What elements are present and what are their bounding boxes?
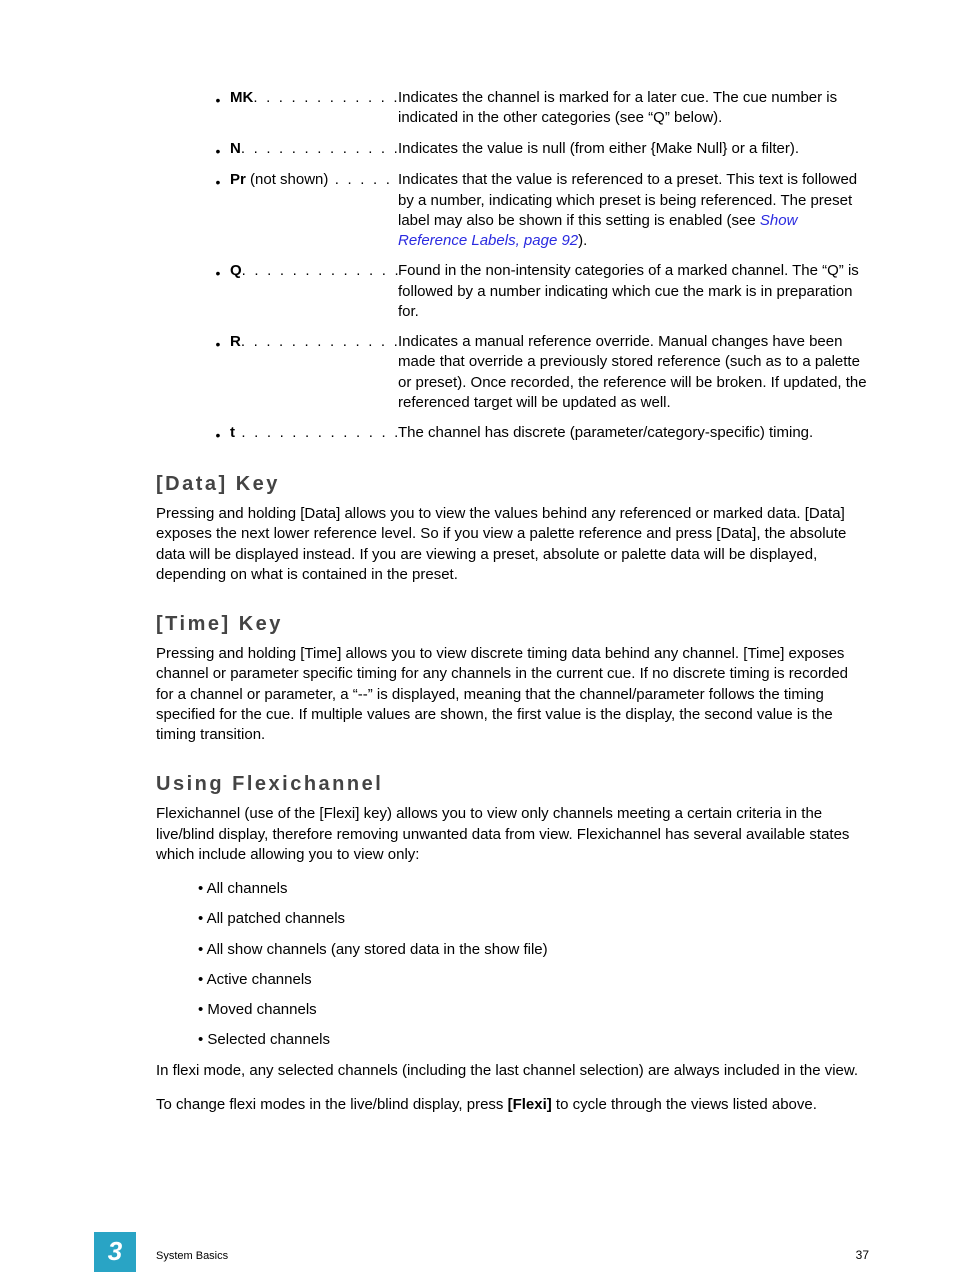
chapter-number-badge: 3 bbox=[94, 1232, 136, 1272]
bullet-icon: • bbox=[206, 332, 230, 354]
bullet-icon: • bbox=[206, 88, 230, 110]
def-text: Indicates that the value is referenced t… bbox=[398, 170, 869, 251]
footer-section-title: System Basics bbox=[156, 1250, 228, 1262]
def-item-q: • Q. . . . . . . . . . . . . . . Found i… bbox=[206, 261, 869, 322]
def-term: MK. . . . . . . . . . . . . bbox=[230, 88, 398, 108]
list-item: All patched channels bbox=[198, 909, 869, 929]
def-item-r: • R. . . . . . . . . . . . . . . Indicat… bbox=[206, 332, 869, 413]
def-term: Pr (not shown) . . . . . bbox=[230, 170, 398, 190]
def-text: Indicates a manual reference override. M… bbox=[398, 332, 869, 413]
bullet-icon: • bbox=[206, 423, 230, 445]
def-text: Indicates the channel is marked for a la… bbox=[398, 88, 869, 129]
list-item: All channels bbox=[198, 879, 869, 899]
def-term: Q. . . . . . . . . . . . . . . bbox=[230, 261, 398, 281]
bullet-icon: • bbox=[206, 139, 230, 161]
bullet-icon: • bbox=[206, 261, 230, 283]
def-item-pr: • Pr (not shown) . . . . . Indicates tha… bbox=[206, 170, 869, 251]
flexi-list: All channels All patched channels All sh… bbox=[198, 879, 869, 1051]
paragraph: Pressing and holding [Data] allows you t… bbox=[156, 504, 869, 585]
paragraph: Pressing and holding [Time] allows you t… bbox=[156, 644, 869, 745]
def-text: The channel has discrete (parameter/cate… bbox=[398, 423, 869, 443]
paragraph: To change flexi modes in the live/blind … bbox=[156, 1095, 869, 1115]
page-content: • MK. . . . . . . . . . . . . Indicates … bbox=[0, 0, 954, 1115]
page-footer: 3 System Basics 37 bbox=[0, 1222, 954, 1272]
paragraph: Flexichannel (use of the [Flexi] key) al… bbox=[156, 804, 869, 865]
paragraph: In flexi mode, any selected channels (in… bbox=[156, 1061, 869, 1081]
list-item: Moved channels bbox=[198, 1000, 869, 1020]
def-term: t . . . . . . . . . . . . . . . bbox=[230, 423, 398, 443]
def-term: N. . . . . . . . . . . . . . . bbox=[230, 139, 398, 159]
bullet-icon: • bbox=[206, 170, 230, 192]
list-item: Selected channels bbox=[198, 1030, 869, 1050]
heading-flexichannel: Using Flexichannel bbox=[156, 773, 869, 796]
heading-time-key: [Time] Key bbox=[156, 613, 869, 636]
list-item: All show channels (any stored data in th… bbox=[198, 940, 869, 960]
def-item-mk: • MK. . . . . . . . . . . . . Indicates … bbox=[206, 88, 869, 129]
list-item: Active channels bbox=[198, 970, 869, 990]
footer-page-number: 37 bbox=[856, 1248, 869, 1262]
definition-list: • MK. . . . . . . . . . . . . Indicates … bbox=[206, 88, 869, 445]
def-text: Indicates the value is null (from either… bbox=[398, 139, 869, 159]
def-text: Found in the non-intensity categories of… bbox=[398, 261, 869, 322]
def-item-t: • t . . . . . . . . . . . . . . . The ch… bbox=[206, 423, 869, 445]
def-term: R. . . . . . . . . . . . . . . bbox=[230, 332, 398, 352]
heading-data-key: [Data] Key bbox=[156, 473, 869, 496]
def-item-n: • N. . . . . . . . . . . . . . . Indicat… bbox=[206, 139, 869, 161]
